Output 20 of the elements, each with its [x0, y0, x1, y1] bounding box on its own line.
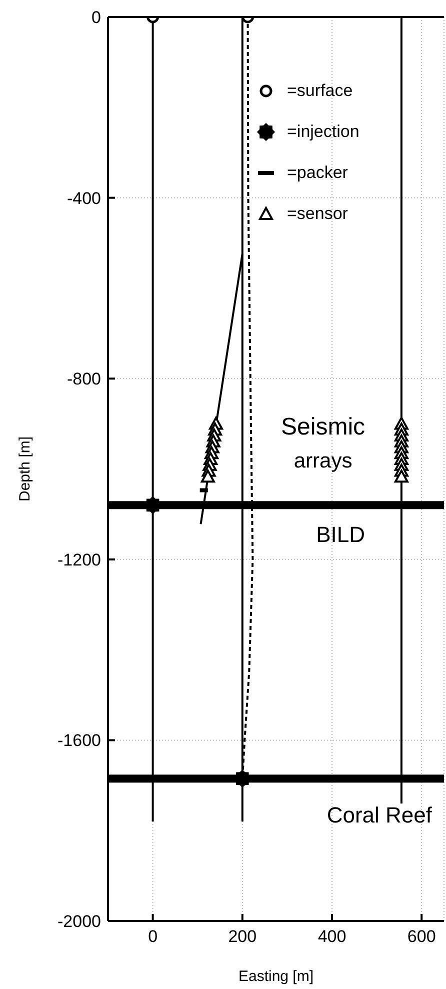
ref-line-label: Coral Reef [326, 802, 433, 828]
annotation: Seismic [281, 414, 366, 441]
legend-label: =injection [287, 122, 360, 142]
x-axis-title: Easting [m] [238, 968, 314, 985]
y-tick-label: 0 [92, 8, 101, 28]
y-axis-title: Depth [m] [16, 436, 34, 502]
annotation: arrays [294, 449, 352, 472]
x-tick-label: 200 [228, 927, 257, 946]
legend-label: =sensor [287, 204, 348, 224]
ref-line-label: BILD [316, 522, 365, 548]
y-tick-label: -1600 [58, 731, 101, 750]
x-tick-label: 0 [148, 927, 158, 946]
x-tick-label: 400 [318, 927, 346, 946]
y-tick-label: -400 [66, 188, 101, 208]
y-tick-label: -1200 [58, 550, 101, 570]
y-tick-label: -800 [66, 370, 101, 389]
legend-label: =packer [287, 162, 348, 182]
y-tick-label: -2000 [58, 912, 101, 932]
legend-label: =surface [287, 80, 353, 100]
x-tick-label: 600 [407, 927, 436, 946]
